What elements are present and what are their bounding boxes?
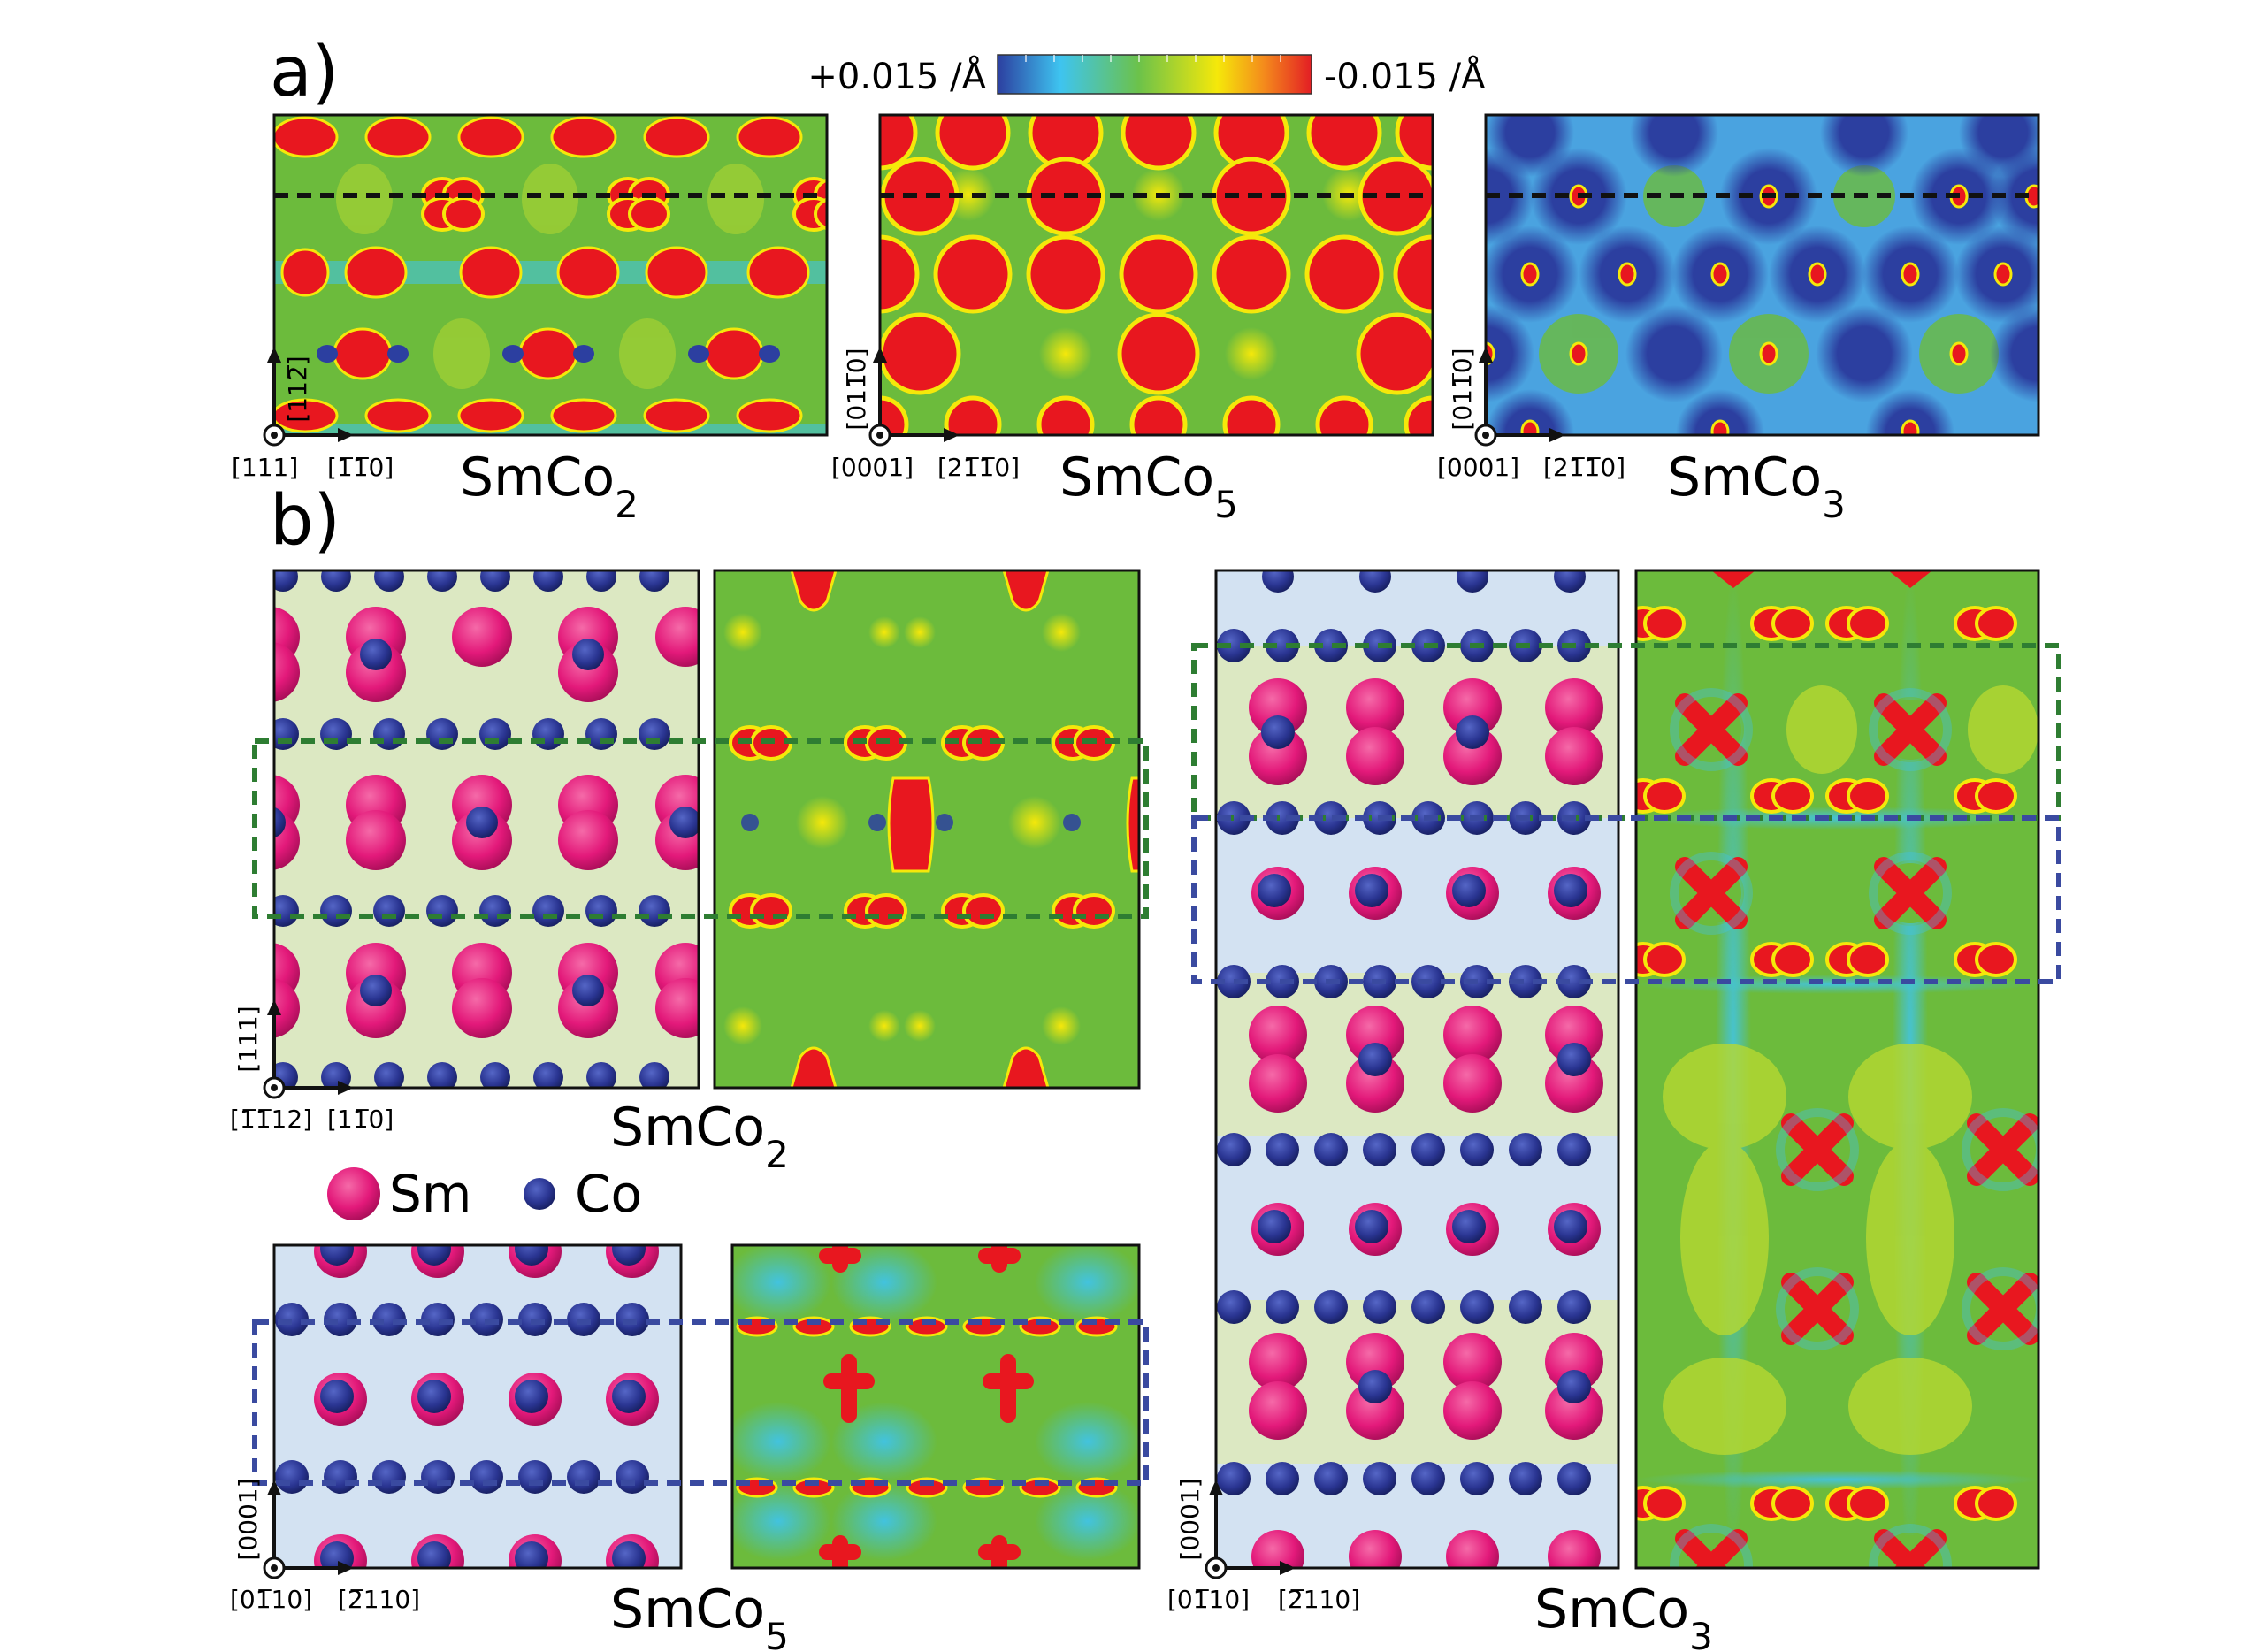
b1-compound-name: SmCo2 (610, 1097, 789, 1176)
a2-compound-name: SmCo5 (1059, 447, 1238, 526)
a1-compound-name: SmCo2 (460, 447, 639, 526)
b3-axis-out: [01̅10] (1167, 1585, 1250, 1614)
legend: Sm Co (327, 1164, 642, 1224)
panel-label-a: a) (270, 33, 339, 112)
b-smco2-structure (272, 569, 700, 1090)
a2-axis-right: [21̅1̅0] (937, 453, 1020, 482)
colorbar-right-label: -0.015 /Å (1324, 55, 1486, 97)
b-smco3-density (1634, 569, 2040, 1570)
b-smco5-unit-frame (252, 1319, 1149, 1486)
b1-axis-up: [111] (233, 1006, 263, 1072)
b3-compound-name: SmCo3 (1534, 1579, 1713, 1652)
b1-axis-right: [11̅0] (327, 1105, 394, 1134)
co-rows (1217, 570, 1591, 1495)
b-smco3-unit-frame-green (1191, 643, 2061, 821)
b-axes-2: [0001] [01̅10] [2̅110] SmCo5 (230, 1478, 789, 1652)
a1-axis-right: [1̅1̅̅0] (327, 453, 394, 482)
a1-axis-out: [111] (232, 453, 298, 482)
legend-co-marker (524, 1178, 555, 1210)
b2-axis-out: [01̅10] (230, 1585, 312, 1614)
colorbar-gradient (997, 54, 1312, 95)
b-smco2-density (713, 569, 1141, 1090)
b2-axis-up: [0001] (233, 1478, 263, 1560)
legend-sm-marker (327, 1167, 380, 1220)
a3-axis-up: [011̅0] (1448, 348, 1477, 430)
b-smco2-unit-frame (252, 738, 1149, 919)
b3-axis-up: [0001] (1175, 1478, 1205, 1560)
b2-compound-name: SmCo5 (610, 1579, 789, 1652)
a3-axis-out: [0001] (1437, 453, 1519, 482)
a-panel-smco3 (1484, 113, 2040, 437)
a-axes-1: [112̅] [111] [1̅1̅̅0] SmCo2 (232, 347, 639, 526)
a-axes-3: [011̅0] [0001] [21̅1̅0] SmCo3 (1437, 347, 1846, 526)
legend-co-label: Co (575, 1164, 642, 1224)
legend-sm-label: Sm (389, 1164, 471, 1224)
b-smco3-unit-frame-blue (1191, 815, 2061, 984)
a2-axis-out: [0001] (831, 453, 914, 482)
a-panel-smco5 (878, 113, 1434, 437)
b-smco5-structure (272, 1243, 683, 1570)
a3-compound-name: SmCo3 (1667, 447, 1846, 526)
b-smco5-density (730, 1243, 1141, 1570)
b-smco3-structure (1214, 569, 1620, 1570)
a1-axis-up: [112̅] (283, 356, 312, 422)
a-panel-smco2 (272, 113, 829, 437)
b2-axis-right: [2̅110] (338, 1585, 420, 1614)
b1-axis-out: [1̅1̅12] (230, 1105, 312, 1134)
a-axes-2: [011̅0] [0001] [21̅1̅0] SmCo5 (831, 347, 1238, 526)
a3-axis-right: [21̅1̅0] (1543, 453, 1625, 482)
panel-label-b: b) (270, 481, 340, 561)
b-axes-1: [111] [1̅1̅12] [11̅0] SmCo2 (230, 999, 789, 1176)
a2-axis-up: [011̅0] (842, 348, 871, 430)
colorbar: +0.015 /Å -0.015 /Å (807, 54, 1486, 97)
b-axes-3: [0001] [01̅10] [2̅110] SmCo3 (1167, 1478, 1713, 1652)
b3-axis-right: [2̅110] (1278, 1585, 1360, 1614)
colorbar-left-label: +0.015 /Å (807, 55, 986, 97)
